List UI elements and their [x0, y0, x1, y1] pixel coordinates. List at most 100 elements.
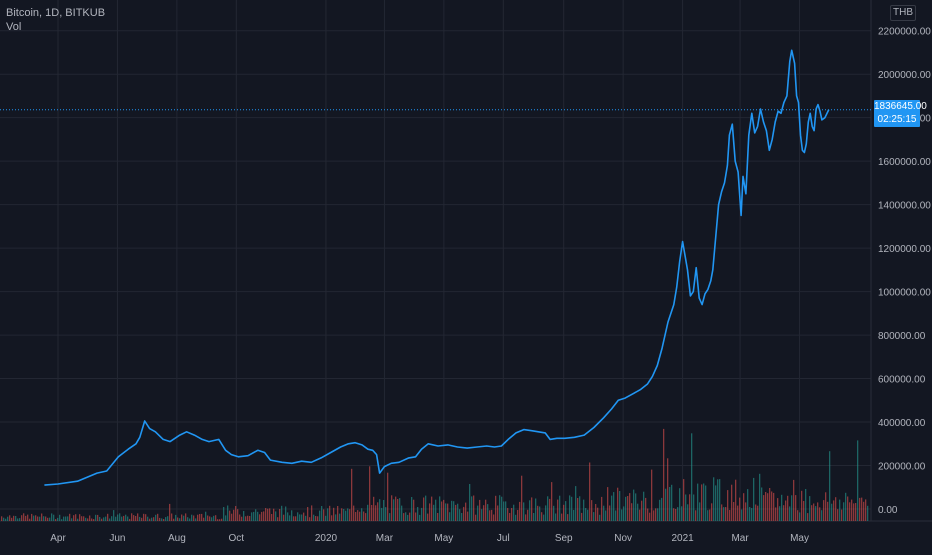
- volume-bar: [407, 514, 409, 521]
- volume-bar: [223, 507, 225, 521]
- volume-bar: [395, 496, 397, 521]
- volume-bar: [335, 514, 337, 521]
- volume-bar: [303, 512, 305, 521]
- volume-bar: [489, 510, 491, 521]
- volume-bar: [621, 509, 623, 521]
- volume-label[interactable]: Vol: [6, 21, 22, 33]
- volume-bar: [717, 479, 719, 521]
- volume-bar: [609, 505, 611, 521]
- volume-bar: [515, 514, 517, 521]
- volume-bar: [533, 513, 535, 521]
- volume-bar: [695, 510, 697, 521]
- volume-bar: [469, 484, 471, 521]
- volume-bar: [89, 515, 91, 521]
- volume-bar: [287, 512, 289, 521]
- volume-bar: [701, 484, 703, 521]
- volume-bar: [309, 517, 311, 521]
- volume-bar: [737, 505, 739, 521]
- volume-bar: [37, 516, 39, 521]
- volume-bar: [415, 512, 417, 521]
- volume-bar: [315, 516, 317, 521]
- volume-bar: [555, 513, 557, 521]
- volume-bar: [857, 440, 859, 521]
- volume-bar: [167, 516, 169, 521]
- volume-bar: [667, 458, 669, 521]
- volume-bar: [483, 505, 485, 521]
- volume-bar: [277, 517, 279, 521]
- volume-bar: [297, 512, 299, 521]
- volume-bar: [677, 507, 679, 521]
- volume-bar: [101, 518, 103, 521]
- volume-bar: [225, 515, 227, 521]
- volume-bar: [73, 515, 75, 521]
- volume-bar: [399, 498, 401, 521]
- y-tick-label: 600000.00: [878, 375, 926, 386]
- symbol-title[interactable]: Bitcoin, 1D, BITKUB: [6, 7, 106, 19]
- volume-bar: [161, 518, 163, 521]
- volume-bar: [19, 518, 21, 521]
- volume-bar: [445, 503, 447, 521]
- volume-bar: [611, 495, 613, 521]
- volume-bar: [105, 516, 107, 521]
- volume-bar: [81, 516, 83, 521]
- volume-bar: [463, 506, 465, 521]
- volume-bar: [179, 518, 181, 521]
- x-tick-label: Jun: [109, 533, 125, 544]
- volume-bar: [745, 502, 747, 521]
- volume-bar: [351, 468, 353, 521]
- volume-bar: [739, 497, 741, 521]
- volume-bar: [493, 514, 495, 521]
- volume-bar: [477, 505, 479, 521]
- volume-bar: [319, 510, 321, 521]
- volume-bar: [153, 517, 155, 521]
- volume-bar: [437, 513, 439, 521]
- volume-bar: [305, 515, 307, 521]
- volume-bar: [245, 516, 247, 521]
- volume-bar: [141, 517, 143, 521]
- volume-bar: [597, 507, 599, 521]
- volume-bar: [93, 519, 95, 521]
- volume-bar: [861, 497, 863, 521]
- volume-bar: [195, 518, 197, 521]
- volume-bar: [329, 505, 331, 521]
- volume-bar: [741, 509, 743, 521]
- volume-bar: [703, 483, 705, 521]
- currency-badge[interactable]: THB: [890, 5, 916, 21]
- volume-bar: [683, 479, 685, 521]
- volume-bar: [729, 510, 731, 521]
- volume-bar: [91, 518, 93, 521]
- volume-bar: [507, 508, 509, 521]
- volume-bar: [439, 496, 441, 521]
- volume-bar: [865, 499, 867, 521]
- volume-bar: [283, 514, 285, 521]
- volume-bar: [645, 497, 647, 521]
- volume-bar: [581, 512, 583, 521]
- volume-bar: [357, 510, 359, 521]
- x-tick-label: Mar: [731, 533, 749, 544]
- volume-bar: [373, 496, 375, 521]
- volume-bar: [67, 516, 69, 521]
- volume-bar: [255, 509, 257, 521]
- volume-bar: [379, 499, 381, 521]
- y-tick-label: 0.00: [878, 505, 898, 516]
- volume-bar: [649, 512, 651, 521]
- volume-bar: [799, 512, 801, 521]
- volume-bar: [603, 505, 605, 521]
- volume-bar: [87, 518, 89, 521]
- volume-bar: [135, 516, 137, 521]
- volume-bar: [855, 503, 857, 521]
- volume-bar: [183, 515, 185, 521]
- volume-bar: [5, 518, 7, 521]
- volume-bar: [411, 497, 413, 521]
- volume-bar: [771, 491, 773, 521]
- volume-bar: [185, 513, 187, 521]
- volume-bar: [377, 502, 379, 521]
- volume-bar: [53, 514, 55, 521]
- volume-bar: [647, 508, 649, 521]
- y-tick-label: 2200000.00: [878, 27, 931, 38]
- volume-bar: [725, 507, 727, 521]
- volume-bar: [587, 509, 589, 521]
- volume-bar: [623, 506, 625, 521]
